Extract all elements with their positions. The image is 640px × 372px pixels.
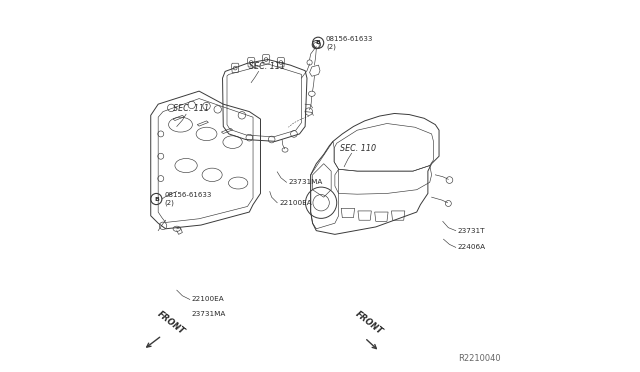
- Text: B: B: [316, 40, 321, 45]
- Text: 22100EA: 22100EA: [279, 200, 312, 206]
- Text: 22100EA: 22100EA: [191, 296, 225, 302]
- Text: R2210040: R2210040: [458, 354, 500, 363]
- Text: FRONT: FRONT: [156, 310, 186, 337]
- Text: 08156-61633
(2): 08156-61633 (2): [164, 192, 212, 206]
- Text: 23731MA: 23731MA: [191, 311, 226, 317]
- Text: SEC. 110: SEC. 110: [340, 144, 376, 153]
- Text: SEC. 111: SEC. 111: [250, 62, 285, 71]
- Text: SEC. 111: SEC. 111: [173, 105, 209, 113]
- Text: B: B: [154, 196, 159, 202]
- Text: FRONT: FRONT: [353, 310, 385, 337]
- Text: 22406A: 22406A: [458, 244, 486, 250]
- Text: 08156-61633
(2): 08156-61633 (2): [326, 36, 373, 49]
- Text: 23731MA: 23731MA: [289, 179, 323, 185]
- Text: 23731T: 23731T: [458, 228, 485, 234]
